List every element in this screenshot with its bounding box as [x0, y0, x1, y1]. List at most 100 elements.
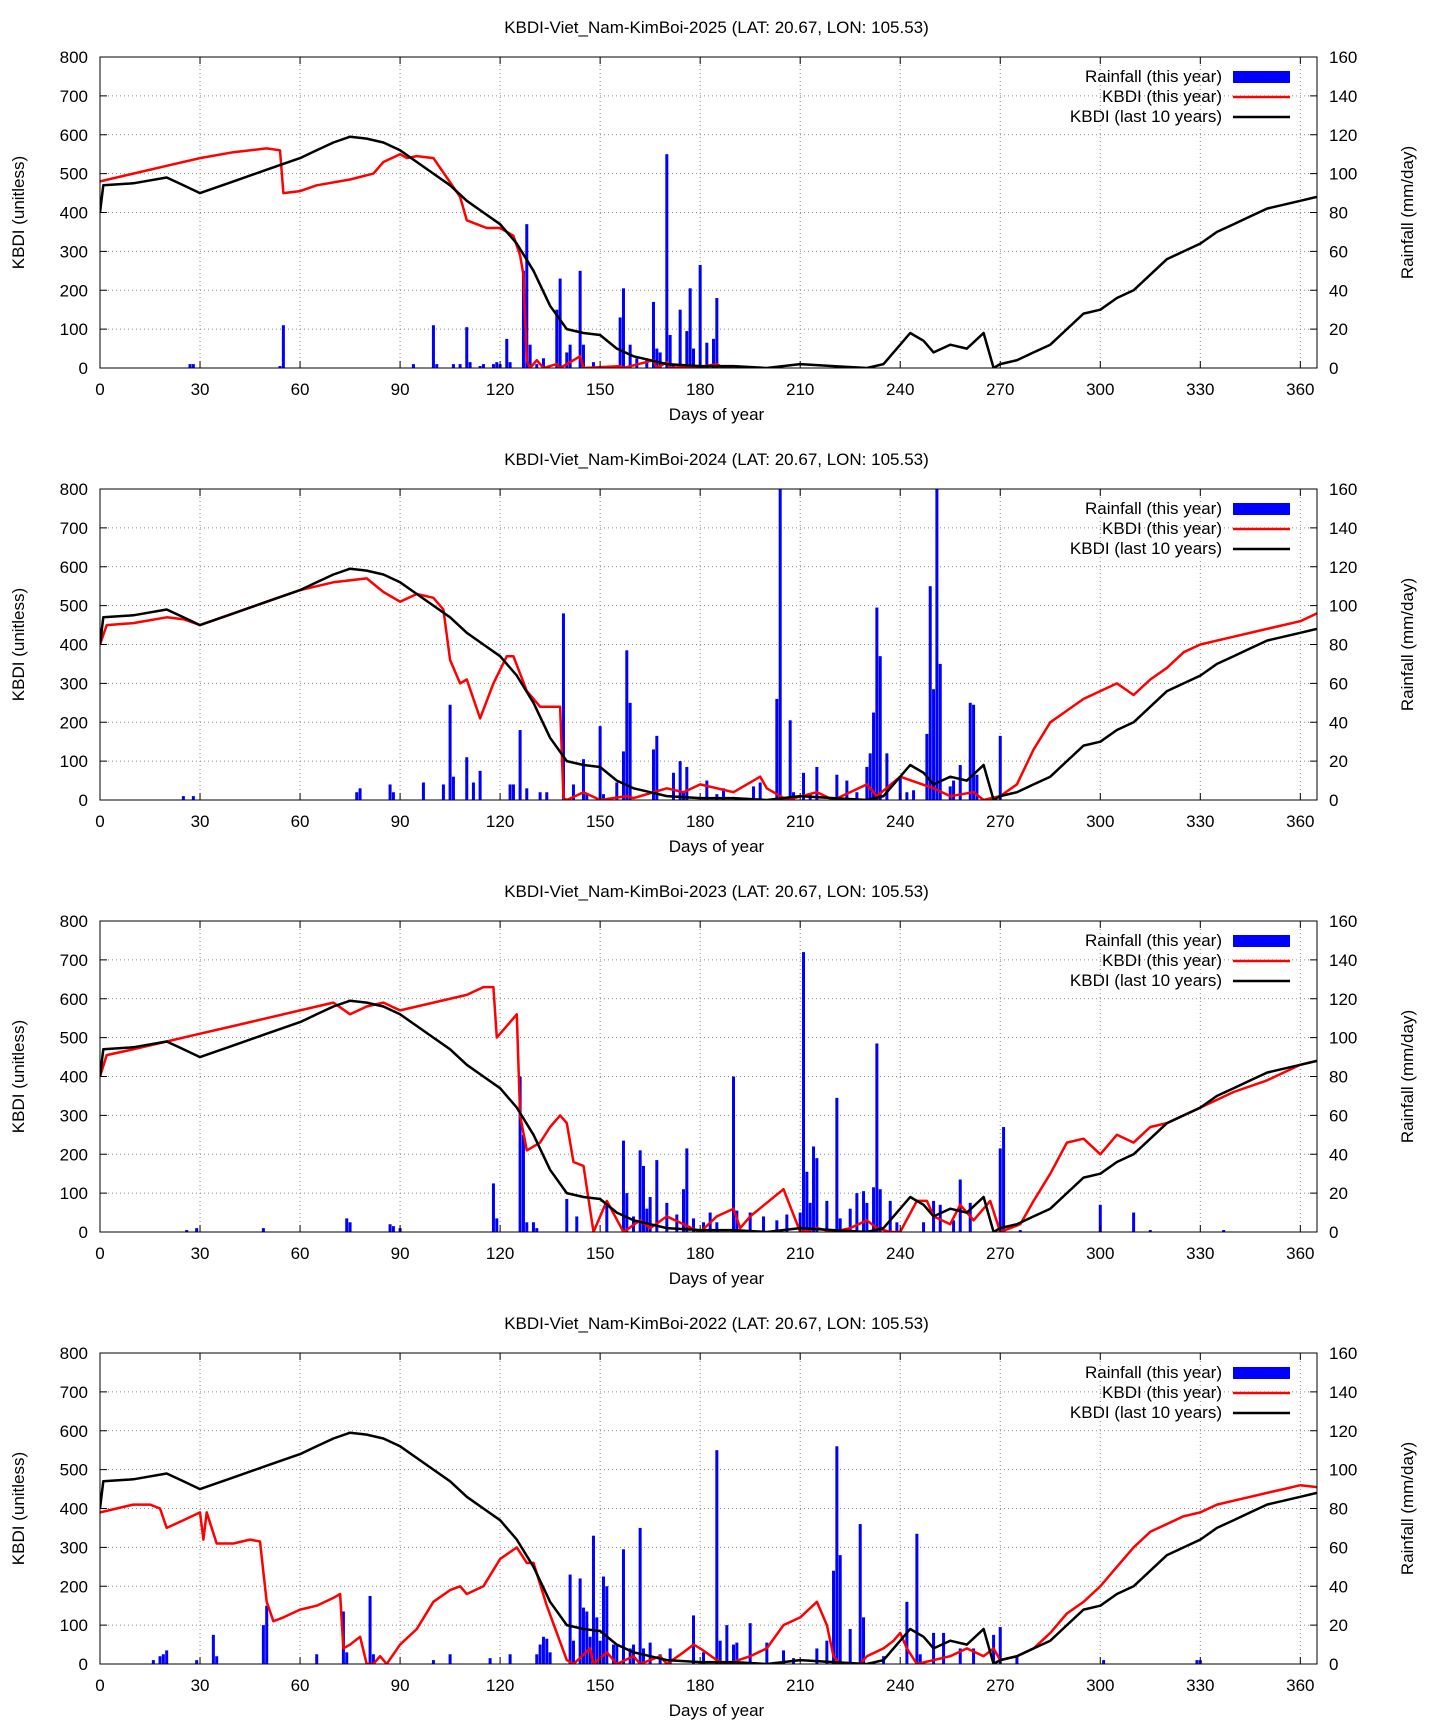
rainfall-bar [535, 1228, 539, 1232]
x-tick-label: 240 [886, 1676, 914, 1695]
y-tick-label-left: 700 [60, 519, 88, 538]
kbdi-this-year-line [100, 577, 1317, 800]
rainfall-bar [665, 154, 669, 368]
x-tick-label: 180 [686, 380, 714, 399]
rainfall-bar [368, 1595, 372, 1664]
rainfall-bar [698, 264, 702, 368]
y-tick-label-right: 160 [1329, 1344, 1357, 1363]
rainfall-bar [848, 1629, 852, 1664]
rainfall-bar [265, 1605, 269, 1664]
rainfall-bar [508, 362, 512, 368]
x-tick-label: 360 [1286, 1676, 1314, 1695]
rainfall-bar [641, 1648, 645, 1664]
rainfall-bar [628, 1648, 632, 1664]
rainfall-bar [685, 766, 689, 800]
y-tick-label-left: 500 [60, 1029, 88, 1048]
rainfall-bar [815, 1158, 819, 1232]
x-tick-label: 210 [786, 1244, 814, 1263]
legend: Rainfall (this year)KBDI (this year)KBDI… [1070, 931, 1290, 990]
rainfall-bar [638, 1527, 642, 1664]
rainfall-bar [195, 1660, 199, 1664]
y-tick-label-left: 500 [60, 1461, 88, 1480]
rainfall-bar [511, 784, 515, 800]
rainfall-bar [345, 1218, 349, 1232]
rainfall-bar [675, 1214, 679, 1232]
rainfall-bar [601, 794, 605, 800]
rainfall-bar [261, 1625, 265, 1664]
y-tick-label-left: 400 [60, 1500, 88, 1519]
rainfall-bar [525, 788, 529, 800]
legend-label: KBDI (last 10 years) [1070, 1403, 1222, 1422]
rainfall-bar [932, 689, 936, 800]
rainfall-bar [651, 749, 655, 800]
rainfall-bar [798, 1212, 802, 1232]
x-axis-label: Days of year [669, 1269, 765, 1288]
rainfall-bar [1195, 1660, 1199, 1664]
y-tick-label-right: 140 [1329, 951, 1357, 970]
chart-title: KBDI-Viet_Nam-KimBoi-2022 (LAT: 20.67, L… [504, 1314, 929, 1333]
rainfall-bar [631, 1644, 635, 1664]
rainfall-bar [531, 1222, 535, 1232]
rainfall-bar [568, 1574, 572, 1664]
rainfall-bar [685, 331, 689, 368]
y-tick-label-left: 600 [60, 558, 88, 577]
rainfall-bar [685, 1148, 689, 1232]
x-tick-label: 270 [986, 1676, 1014, 1695]
rainfall-bar [595, 1617, 599, 1664]
y-tick-label-right: 40 [1329, 1145, 1348, 1164]
rainfall-bar [898, 776, 902, 800]
rainfall-bar [625, 1193, 629, 1232]
rainfall-bar [651, 301, 655, 368]
rainfall-bar [812, 1146, 816, 1232]
rainfall-bar [788, 720, 792, 800]
y-tick-label-left: 100 [60, 1184, 88, 1203]
rainfall-bar [571, 1640, 575, 1664]
legend-label: KBDI (last 10 years) [1070, 107, 1222, 126]
rainfall-bar [388, 1224, 392, 1232]
rainfall-bar [718, 1640, 722, 1664]
rainfall-bar [491, 1183, 495, 1232]
rainfall-bar [261, 1228, 265, 1232]
rainfall-bar [635, 358, 639, 368]
rainfall-bar [655, 348, 659, 368]
y-tick-label-left: 0 [79, 791, 88, 810]
y-tick-label-left: 600 [60, 126, 88, 145]
rainfall-bar [825, 1640, 829, 1664]
rainfall-bar [758, 782, 762, 800]
rainfall-bar [678, 761, 682, 800]
rainfall-bar [838, 1555, 842, 1664]
y-tick-label-left: 100 [60, 320, 88, 339]
rainfall-bar [625, 650, 629, 800]
rainfall-bar [935, 489, 939, 800]
rainfall-bar [458, 364, 462, 368]
rainfall-bar [655, 1160, 659, 1232]
rainfall-bar [885, 753, 889, 800]
rainfall-bar [211, 1634, 215, 1664]
x-tick-label: 210 [786, 380, 814, 399]
y-tick-label-right: 20 [1329, 1184, 1348, 1203]
rainfall-bar [391, 1226, 395, 1232]
rainfall-bar [465, 327, 469, 368]
rainfall-bar [281, 325, 285, 368]
x-tick-label: 60 [291, 812, 310, 831]
kbdi-chart-panel: 0 30 60 90 120 150 180 210 240 270 300 330 360 0 100 20… [9, 882, 1417, 1288]
y-axis-label-right: Rainfall (mm/day) [1398, 1442, 1417, 1575]
rainfall-bar [712, 338, 716, 368]
rainfall-bar [658, 352, 662, 368]
legend-label: Rainfall (this year) [1085, 931, 1222, 950]
y-tick-label-left: 0 [79, 1223, 88, 1242]
rainfall-bar [538, 792, 542, 800]
rainfall-bar [585, 1611, 589, 1664]
x-tick-label: 0 [95, 1676, 104, 1695]
rainfall-bar [778, 489, 782, 800]
rainfall-bar [775, 698, 779, 800]
rainfall-bar [578, 270, 582, 368]
rainfall-bar [732, 1644, 736, 1664]
rainfall-bar [912, 790, 916, 800]
x-tick-label: 60 [291, 380, 310, 399]
y-tick-label-left: 300 [60, 242, 88, 261]
rainfall-bar [1102, 1660, 1106, 1664]
rainfall-bar [691, 348, 695, 368]
x-axis-label: Days of year [669, 405, 765, 424]
